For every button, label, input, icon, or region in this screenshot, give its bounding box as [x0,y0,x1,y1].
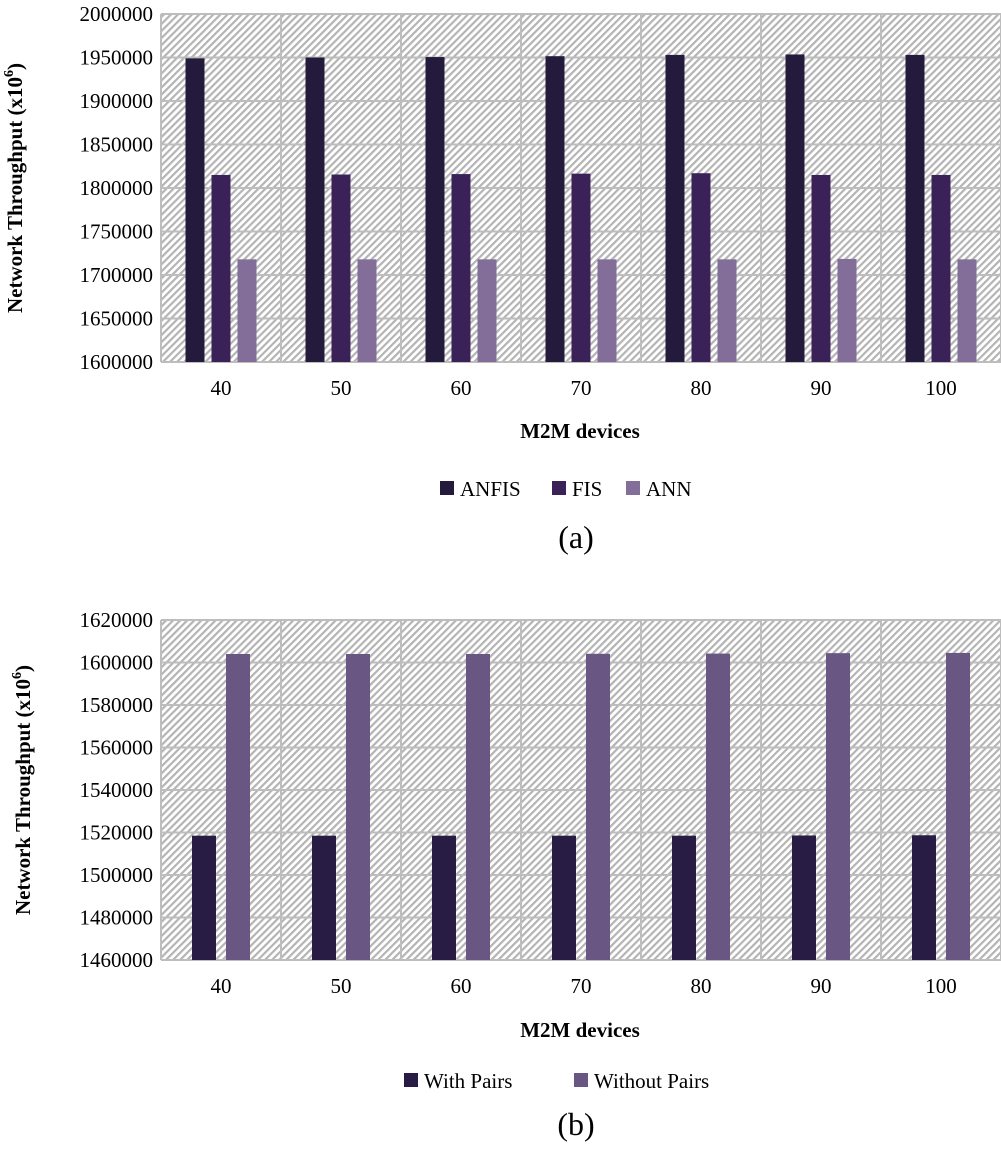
y-tick-label: 1480000 [80,906,154,930]
x-tick-label: 100 [925,376,957,400]
y-tick-label: 1600000 [80,350,154,374]
bar-with-pairs [912,835,936,960]
bar-with-pairs [672,835,696,960]
bar-ann [717,259,737,362]
x-tick-label: 80 [691,974,712,998]
x-tick-label: 40 [211,376,232,400]
legend-label: Without Pairs [594,1069,709,1093]
bar-ann [237,259,257,362]
x-tick-label: 90 [811,974,832,998]
y-tick-label: 1900000 [80,89,154,113]
bar-fis [931,174,951,362]
x-tick-label: 60 [451,376,472,400]
chart-a: 1600000 1650000 1700000 1750000 1800000 18500… [2,2,1001,555]
bar-without-pairs [466,654,490,960]
y-tick-label: 1750000 [80,220,154,244]
y-tick-label: 1560000 [80,736,154,760]
y-tick-label: 1620000 [80,608,154,632]
bar-anfis [545,56,565,362]
y-axis-title: Network Throughput (x106) [2,63,27,313]
figure-caption: (b) [557,1106,594,1142]
bar-without-pairs [826,653,850,960]
bar-anfis [425,57,445,362]
legend-label: ANN [646,477,692,501]
bar-with-pairs [312,835,336,960]
bar-ann [837,258,857,362]
bar-ann [357,259,377,362]
bar-with-pairs [552,835,576,960]
bar-without-pairs [226,654,250,960]
bar-anfis [905,54,925,362]
x-tick-label: 50 [331,376,352,400]
bar-without-pairs [346,654,370,960]
y-tick-label: 1540000 [80,778,154,802]
y-tick-label: 1580000 [80,693,154,717]
x-axis-title: M2M devices [520,1018,640,1042]
x-tick-label: 70 [571,376,592,400]
x-tick-label: 60 [451,974,472,998]
bar-with-pairs [432,835,456,960]
bar-fis [691,173,711,362]
legend-swatch [552,481,566,495]
x-tick-label: 70 [571,974,592,998]
bar-ann [477,259,497,362]
bar-fis [211,174,231,362]
legend-swatch [404,1073,418,1087]
y-tick-label: 1500000 [80,863,154,887]
y-tick-label: 1800000 [80,176,154,200]
bar-fis [451,174,471,362]
y-tick-label: 1650000 [80,307,154,331]
y-tick-label: 1600000 [80,651,154,675]
legend-swatch [626,481,640,495]
bar-ann [957,259,977,362]
y-tick-label: 1850000 [80,133,154,157]
y-tick-label: 1700000 [80,263,154,287]
bar-with-pairs [792,835,816,960]
figure-caption: (a) [558,519,594,555]
y-axis-title: Network Throughput (x106) [10,665,35,915]
bar-without-pairs [706,653,730,960]
legend-label: With Pairs [424,1069,512,1093]
chart-b: 1460000 1480000 1500000 1520000 1540000 15600… [10,608,1001,1142]
y-tick-label: 1520000 [80,821,154,845]
y-tick-label: 2000000 [80,2,154,26]
bar-without-pairs [946,652,970,960]
x-tick-label: 80 [691,376,712,400]
bar-with-pairs [192,835,216,960]
legend-label: FIS [572,477,602,501]
y-tick-label: 1460000 [80,948,154,972]
bar-anfis [305,57,325,362]
bar-ann [597,259,617,362]
bar-fis [811,174,831,362]
legend-label: ANFIS [460,477,521,501]
bar-without-pairs [586,653,610,960]
x-tick-label: 40 [211,974,232,998]
x-axis-title: M2M devices [520,419,640,443]
x-tick-label: 50 [331,974,352,998]
legend-swatch [574,1073,588,1087]
y-tick-label: 1950000 [80,46,154,70]
legend-swatch [440,481,454,495]
x-tick-label: 100 [925,974,957,998]
bar-fis [571,173,591,362]
bar-anfis [665,54,685,362]
x-tick-label: 90 [811,376,832,400]
bar-anfis [185,58,205,363]
bar-anfis [785,54,805,363]
bar-fis [331,174,351,362]
